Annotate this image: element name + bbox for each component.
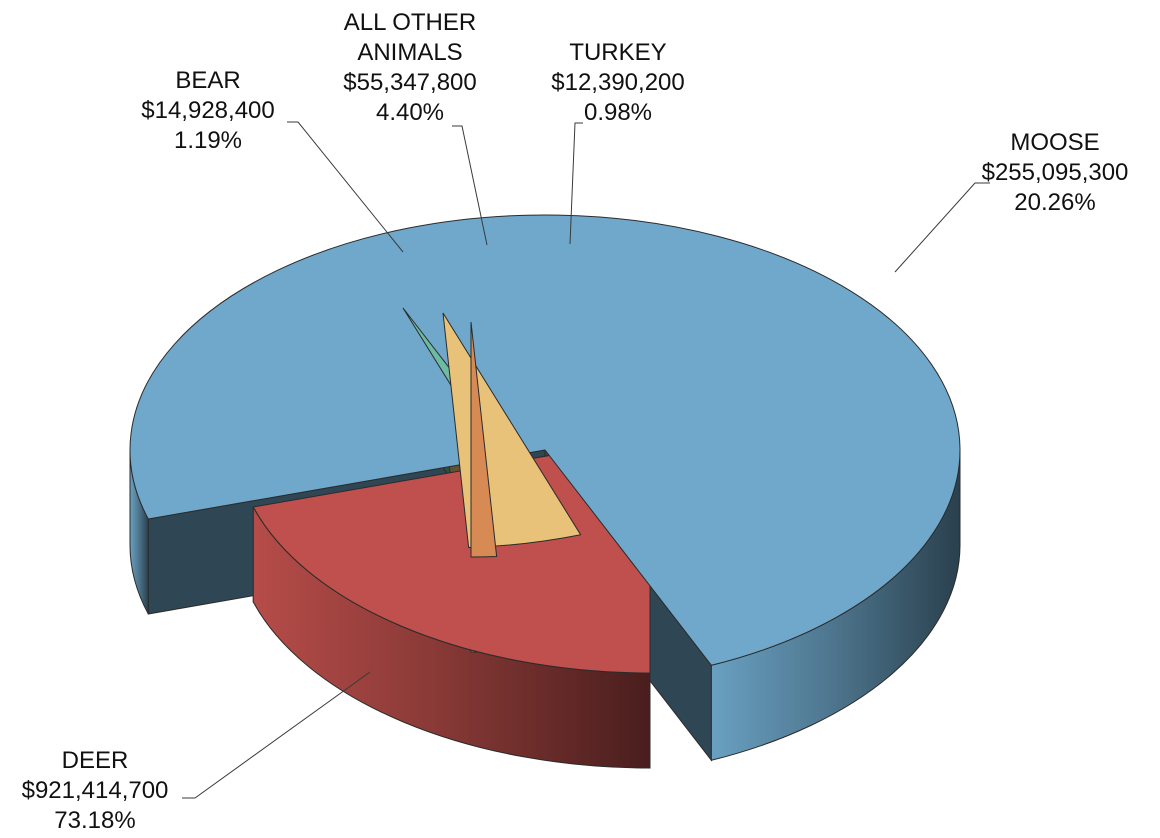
leader-line <box>452 125 488 246</box>
slice-tops <box>129 214 961 674</box>
data-label-all-other-animals: ALL OTHER ANIMALS $55,347,800 4.40% <box>343 9 476 126</box>
data-label-line: MOOSE <box>1010 129 1099 156</box>
leader-lines <box>182 121 990 799</box>
slice-turkey <box>470 321 498 558</box>
leader-line <box>287 121 404 253</box>
data-label-line: TURKEY <box>569 39 666 66</box>
slice-deer <box>129 214 961 666</box>
slice-labels: MOOSE $255,095,300 20.26% DEER $921,414,700 7… <box>22 9 1129 834</box>
leader-line <box>182 671 371 799</box>
data-label-line: $255,095,300 <box>982 159 1129 186</box>
data-label-line: 73.18% <box>54 807 135 834</box>
data-label-line: 20.26% <box>1014 189 1095 216</box>
data-label-bear: BEAR $14,928,400 1.19% <box>141 67 274 154</box>
leader-line <box>894 182 990 273</box>
data-label-line: 1.19% <box>174 127 242 154</box>
data-label-line: 0.98% <box>584 99 652 126</box>
data-label-deer: DEER $921,414,700 73.18% <box>22 747 169 834</box>
data-label-line: DEER <box>62 747 129 774</box>
data-label-line: ANIMALS <box>357 39 462 66</box>
data-label-moose: MOOSE $255,095,300 20.26% <box>982 129 1129 216</box>
data-label-line: BEAR <box>175 67 240 94</box>
data-label-line: $12,390,200 <box>551 69 684 96</box>
data-label-line: $921,414,700 <box>22 777 169 804</box>
leader-line <box>569 122 583 245</box>
data-label-line: ALL OTHER <box>344 9 476 36</box>
data-label-line: $14,928,400 <box>141 97 274 124</box>
data-label-turkey: TURKEY $12,390,200 0.98% <box>551 39 684 126</box>
data-label-line: $55,347,800 <box>343 69 476 96</box>
data-label-line: 4.40% <box>376 99 444 126</box>
